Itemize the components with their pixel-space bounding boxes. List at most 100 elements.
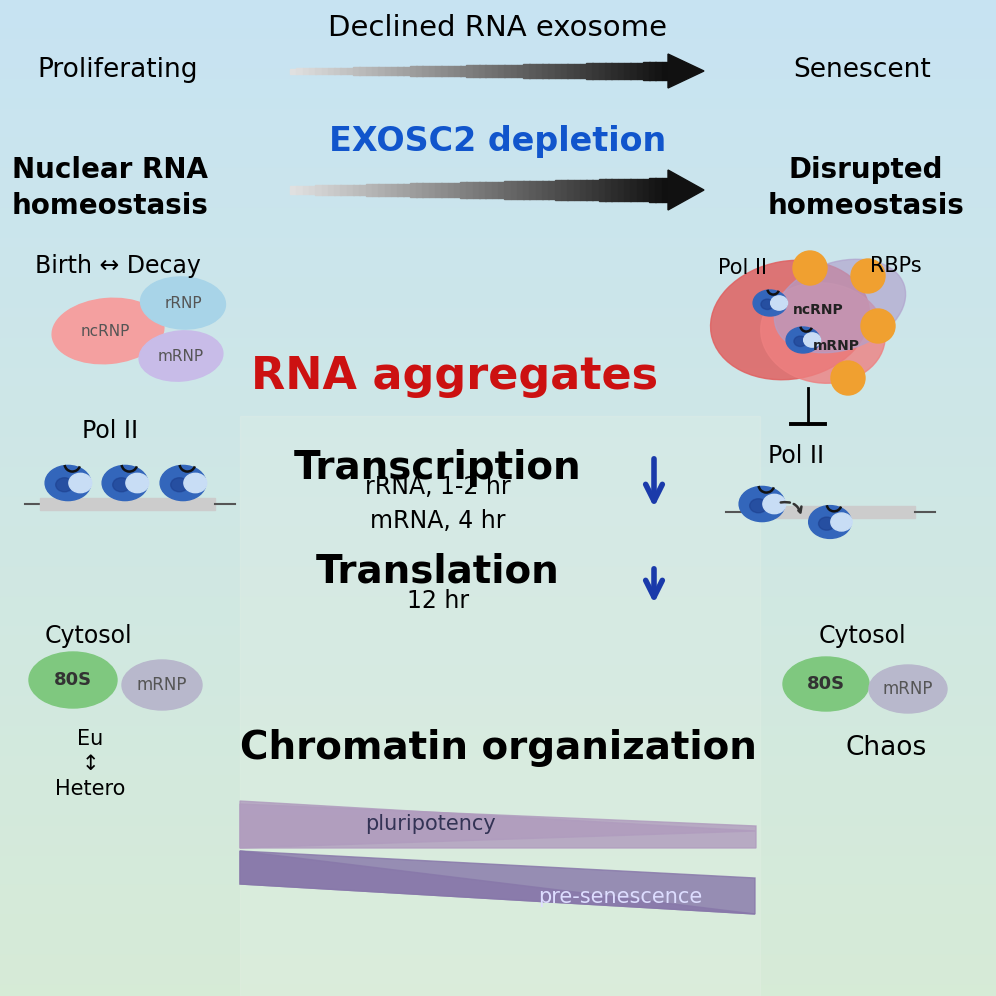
Bar: [290, 69, 297, 74]
Ellipse shape: [125, 473, 148, 493]
Bar: [428, 183, 435, 197]
Bar: [655, 178, 662, 202]
Bar: [0, 756, 996, 767]
Text: mRNP: mRNP: [882, 680, 933, 698]
Bar: [0, 19, 996, 30]
Bar: [0, 856, 996, 867]
Bar: [315, 68, 322, 74]
Bar: [341, 185, 348, 195]
Bar: [574, 180, 581, 200]
Bar: [328, 185, 335, 195]
Ellipse shape: [45, 465, 91, 501]
Bar: [0, 278, 996, 289]
Bar: [0, 935, 996, 946]
Bar: [0, 49, 996, 60]
Bar: [0, 866, 996, 876]
Bar: [347, 68, 354, 75]
Bar: [0, 397, 996, 408]
Text: Cytosol: Cytosol: [44, 624, 131, 648]
Bar: [555, 64, 562, 78]
Bar: [447, 182, 454, 197]
Circle shape: [861, 309, 895, 343]
Bar: [642, 63, 649, 80]
Bar: [0, 467, 996, 478]
Bar: [504, 65, 511, 77]
Bar: [0, 208, 996, 219]
Text: Transcription: Transcription: [294, 449, 582, 487]
Bar: [0, 537, 996, 548]
Ellipse shape: [819, 517, 835, 530]
Text: RNA aggregates: RNA aggregates: [251, 355, 658, 397]
Bar: [649, 178, 656, 201]
Bar: [612, 63, 619, 79]
Bar: [605, 63, 612, 79]
Bar: [397, 183, 404, 196]
Ellipse shape: [113, 478, 130, 492]
Bar: [498, 65, 505, 77]
Bar: [296, 186, 303, 194]
Ellipse shape: [783, 657, 869, 711]
Bar: [366, 67, 373, 75]
Bar: [390, 184, 397, 196]
Bar: [0, 109, 996, 120]
Text: rRNA, 1-2 hr
mRNA, 4 hr: rRNA, 1-2 hr mRNA, 4 hr: [366, 475, 511, 533]
Bar: [0, 905, 996, 916]
Polygon shape: [668, 170, 704, 210]
Bar: [240, 416, 760, 996]
Bar: [0, 846, 996, 857]
Text: Senescent: Senescent: [793, 57, 931, 83]
Bar: [0, 617, 996, 627]
Bar: [618, 63, 624, 79]
Text: 12 hr: 12 hr: [407, 589, 469, 613]
Ellipse shape: [52, 298, 164, 364]
Bar: [479, 66, 486, 77]
Bar: [0, 676, 996, 687]
Bar: [630, 179, 637, 201]
Bar: [422, 66, 429, 76]
Bar: [586, 64, 593, 79]
Bar: [0, 587, 996, 598]
Bar: [0, 427, 996, 438]
Bar: [360, 68, 367, 75]
Bar: [0, 328, 996, 339]
Ellipse shape: [794, 336, 807, 347]
Bar: [542, 180, 549, 199]
Bar: [586, 179, 593, 200]
Bar: [0, 228, 996, 239]
Bar: [0, 128, 996, 139]
Polygon shape: [668, 54, 704, 88]
Bar: [473, 66, 479, 77]
Bar: [435, 66, 441, 76]
Bar: [0, 985, 996, 996]
Bar: [0, 148, 996, 159]
Ellipse shape: [739, 486, 785, 522]
Bar: [0, 417, 996, 428]
Bar: [0, 39, 996, 50]
Text: pluripotency: pluripotency: [365, 814, 496, 834]
Bar: [750, 506, 915, 518]
Bar: [0, 706, 996, 717]
Bar: [322, 185, 329, 194]
Text: Birth ↔ Decay: Birth ↔ Decay: [35, 254, 201, 278]
Bar: [485, 182, 492, 198]
Bar: [0, 377, 996, 388]
Bar: [397, 67, 404, 76]
Bar: [435, 183, 441, 197]
Bar: [0, 517, 996, 528]
Bar: [0, 138, 996, 149]
Circle shape: [851, 259, 885, 293]
Bar: [549, 180, 555, 199]
Ellipse shape: [774, 259, 905, 353]
Ellipse shape: [140, 277, 225, 329]
Bar: [303, 185, 310, 194]
Bar: [492, 65, 498, 77]
Bar: [0, 607, 996, 618]
Bar: [422, 183, 429, 197]
Bar: [0, 0, 996, 10]
Bar: [0, 29, 996, 40]
Ellipse shape: [804, 333, 821, 348]
Bar: [0, 915, 996, 926]
Ellipse shape: [184, 473, 207, 493]
Bar: [0, 258, 996, 269]
Bar: [0, 746, 996, 757]
